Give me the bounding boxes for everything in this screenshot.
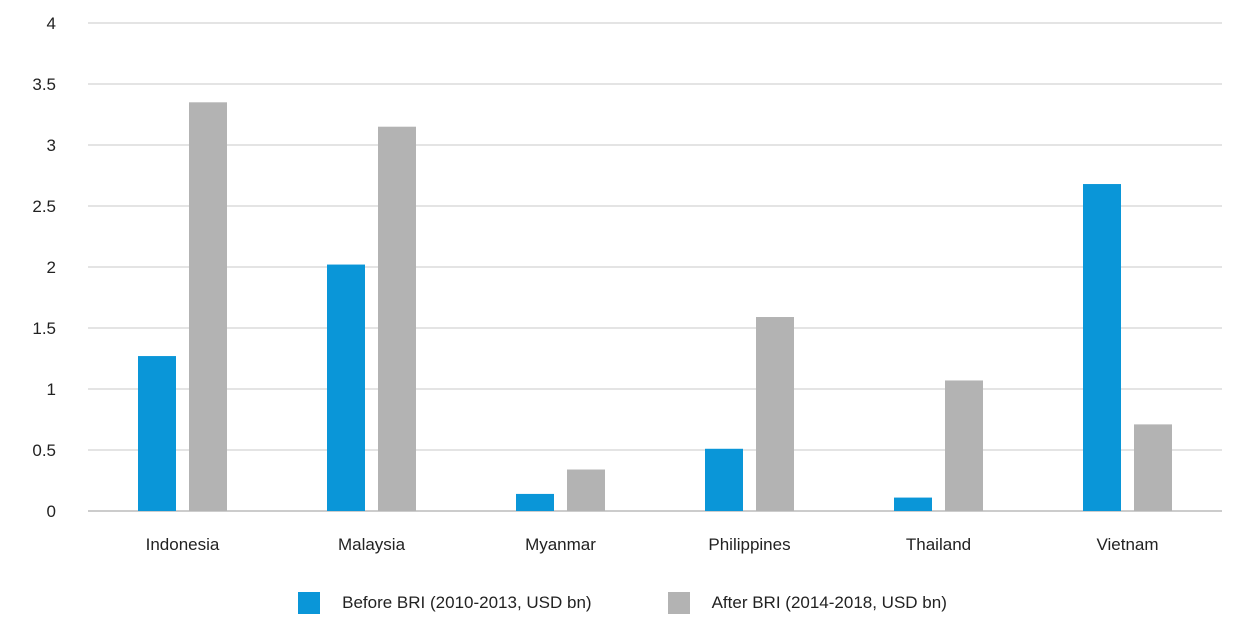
legend: Before BRI (2010-2013, USD bn) After BRI… bbox=[0, 592, 1245, 614]
y-tick-label: 0 bbox=[47, 502, 56, 521]
x-tick-label-vietnam: Vietnam bbox=[1096, 535, 1158, 554]
bar-malaysia-before bbox=[327, 264, 365, 511]
bar-myanmar-after bbox=[567, 469, 605, 511]
bar-philippines-before bbox=[705, 448, 743, 511]
legend-label-after: After BRI (2014-2018, USD bn) bbox=[711, 593, 947, 612]
legend-label-before: Before BRI (2010-2013, USD bn) bbox=[342, 593, 592, 612]
gridlines bbox=[88, 22, 1222, 512]
legend-swatch-before bbox=[298, 592, 321, 614]
y-tick-label: 0.5 bbox=[32, 441, 56, 460]
y-tick-label: 2.5 bbox=[32, 197, 56, 216]
bar-vietnam-before bbox=[1083, 184, 1121, 512]
bar-myanmar-before bbox=[516, 493, 554, 511]
y-axis-tick-labels: 0 0.5 1 1.5 2 2.5 3 3.5 4 bbox=[32, 14, 56, 521]
bar-philippines-after bbox=[756, 317, 794, 511]
bar-malaysia-after bbox=[378, 126, 416, 511]
bar-vietnam-after bbox=[1134, 424, 1172, 511]
legend-item-before: Before BRI (2010-2013, USD bn) bbox=[298, 592, 592, 614]
bars bbox=[138, 102, 1172, 512]
y-tick-label: 3.5 bbox=[32, 75, 56, 94]
legend-item-after: After BRI (2014-2018, USD bn) bbox=[667, 592, 947, 614]
bar-indonesia-before bbox=[138, 356, 176, 511]
y-tick-label: 2 bbox=[47, 258, 56, 277]
x-tick-label-philippines: Philippines bbox=[708, 535, 790, 554]
x-tick-label-thailand: Thailand bbox=[906, 535, 971, 554]
x-tick-label-myanmar: Myanmar bbox=[525, 535, 596, 554]
legend-swatch-after bbox=[667, 592, 690, 614]
x-tick-label-indonesia: Indonesia bbox=[146, 535, 220, 554]
bar-thailand-before bbox=[894, 497, 932, 511]
x-tick-label-malaysia: Malaysia bbox=[338, 535, 406, 554]
y-tick-label: 3 bbox=[47, 136, 56, 155]
bar-thailand-after bbox=[945, 380, 983, 511]
y-tick-label: 4 bbox=[47, 14, 56, 33]
y-tick-label: 1 bbox=[47, 380, 56, 399]
bar-indonesia-after bbox=[189, 102, 227, 512]
x-axis-tick-labels: Indonesia Malaysia Myanmar Philippines Thail… bbox=[146, 535, 1159, 554]
y-tick-label: 1.5 bbox=[32, 319, 56, 338]
